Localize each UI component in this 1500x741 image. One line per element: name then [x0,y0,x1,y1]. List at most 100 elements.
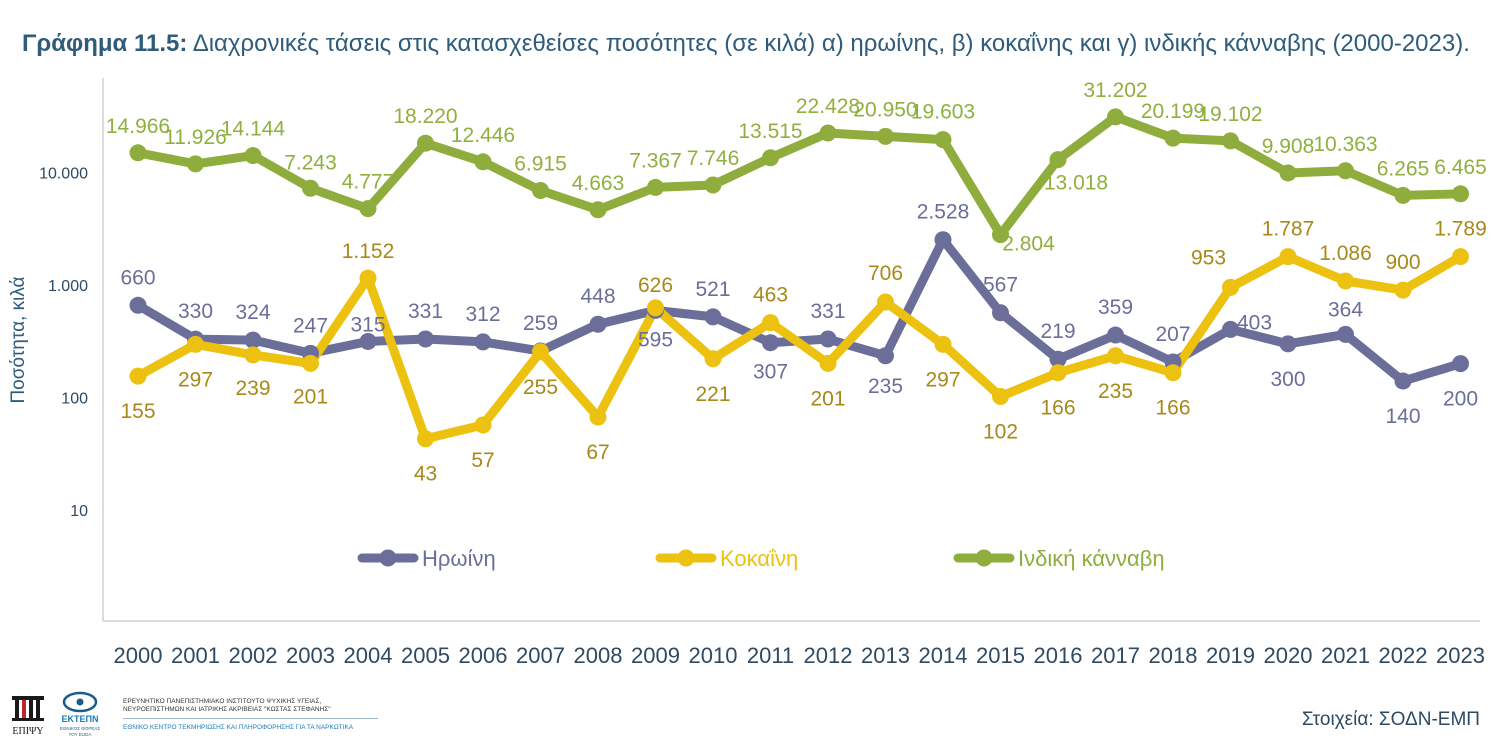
data-point [1107,326,1124,344]
chart-axes: 10 100 1.000 10.000 Ποσότητα, κιλά 2000 2001 20… [8,78,1485,668]
data-point [1394,186,1412,204]
data-label: 20.950 [853,98,917,121]
legend: Ηρωίνη Κοκαΐνη Ινδική κάνναβη [357,546,1165,571]
data-point [129,367,147,385]
data-point [1337,272,1354,290]
data-label: 595 [638,328,673,351]
data-label: 297 [925,368,960,391]
x-tick-label: 2004 [344,643,393,668]
logo2-sub1: ΕΘΝΙΚΟΣ ΦΟΡΕΑΣ [60,726,100,731]
data-labels: 660 330 324 247 315 331 312 259 448 595 521 307 331 2… [106,79,1487,486]
data-label: 297 [178,368,213,391]
data-label: 31.202 [1083,79,1147,102]
data-label: 166 [1040,397,1075,420]
data-label: 255 [523,376,558,399]
data-point [819,330,837,348]
data-label: 22.428 [796,95,860,118]
data-point [417,134,434,152]
data-point [647,178,664,196]
data-point [302,354,319,372]
org-line1: ΕΡΕΥΝΗΤΙΚΟ ΠΑΝΕΠΙΣΤΗΜΙΑΚΟ ΙΝΣΤΙΤΟΥΤΟ ΨΥΧ… [123,698,322,705]
data-point [1164,129,1182,147]
data-label: 359 [1098,296,1133,319]
data-point [359,200,377,218]
data-point [302,179,319,197]
legend-marker-icon [975,549,993,567]
y-tick-label: 10.000 [39,166,88,183]
data-label: 12.446 [451,124,515,147]
data-point [647,299,664,317]
data-label: 403 [1237,311,1272,334]
source-note: Στοιχεία: ΣΟΔΝ-ΕΜΠ [1301,709,1480,730]
data-label: 1.787 [1262,218,1315,241]
line-chart: 10 100 1.000 10.000 Ποσότητα, κιλά 2000 2001 20… [8,78,1487,668]
data-point [244,331,262,349]
data-point [532,182,549,200]
data-label: 521 [695,278,730,301]
logo2-text: ΕΚΤΕΠΝ [61,714,98,724]
data-point [474,416,492,434]
org-line2: ΝΕΥΡΟΕΠΙΣΤΗΜΩΝ ΚΑΙ ΙΑΤΡΙΚΗΣ ΑΚΡΙΒΕΙΑΣ "Κ… [123,706,331,713]
x-tick-label: 2013 [861,643,910,668]
data-label: 706 [868,262,903,285]
data-label: 331 [810,300,845,323]
series-line-1 [133,252,1465,444]
data-point [1049,151,1067,169]
data-label: 9.908 [1262,135,1315,158]
data-point [417,330,434,348]
x-tick-label: 2011 [747,643,794,668]
series-lines [133,112,1465,444]
y-tick-label: 1.000 [48,278,88,295]
data-point [417,430,434,448]
data-point [934,131,952,149]
y-axis-title: Ποσότητα, κιλά [8,276,29,403]
data-label: 900 [1385,251,1420,274]
data-point [934,231,952,249]
data-point [704,176,722,194]
data-point [877,347,894,365]
x-tick-label: 2001 [171,643,220,668]
data-label: 448 [580,285,615,308]
data-label: 221 [695,383,730,406]
series-line-2 [133,112,1465,240]
data-label: 200 [1443,388,1478,411]
data-point [589,315,607,333]
data-label: 247 [293,314,328,337]
logo2-sub2: ΤΟΥ EUDA [69,732,92,737]
data-label: 207 [1155,323,1190,346]
x-tick-label: 2014 [919,643,968,668]
data-point [1107,347,1124,365]
data-label: 201 [293,385,328,408]
x-tick-label: 2012 [804,643,853,668]
data-point [1337,162,1354,180]
data-point [877,293,894,311]
data-label: 57 [471,449,494,472]
data-point [244,147,262,165]
chart-title-prefix: Γράφημα 11.5: [22,30,188,57]
data-point [762,334,779,352]
x-tick-label: 2000 [114,643,163,668]
data-label: 4.777 [342,171,395,194]
x-tick-label: 2021 [1321,643,1370,668]
data-point [1222,132,1239,150]
x-tick-label: 2018 [1149,643,1198,668]
data-point [129,144,147,162]
data-label: 330 [178,300,213,323]
data-label: 13.515 [738,120,802,143]
data-label: 626 [638,274,673,297]
data-label: 201 [810,387,845,410]
x-tick-label: 2009 [631,643,680,668]
data-point [187,155,204,173]
y-tick-label: 10 [70,503,88,520]
data-label: 18.220 [393,105,457,128]
data-label: 463 [753,284,788,307]
data-label: 2.528 [917,201,970,224]
y-tick-label: 100 [61,391,88,408]
data-label: 19.603 [911,101,975,124]
data-point [474,333,492,351]
data-label: 67 [586,441,609,464]
institute-logos: ΕΠΙΨΥ ΕΚΤΕΠΝ ΕΘΝΙΚΟΣ ΦΟΡΕΑΣ ΤΟΥ EUDA [12,691,100,737]
x-tick-label: 2003 [286,643,335,668]
legend-entry: Ηρωίνη [422,546,496,571]
data-label: 13.018 [1044,172,1108,195]
